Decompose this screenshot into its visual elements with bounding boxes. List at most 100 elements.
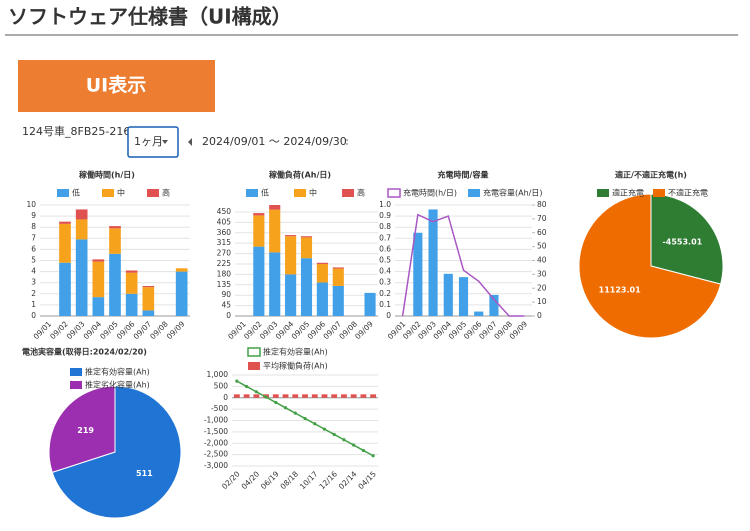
bar [292, 394, 299, 398]
legend-label: 中 [309, 188, 317, 198]
y2-tick-label: 30 [537, 269, 547, 278]
legend-label: 低 [261, 188, 269, 198]
date-range: 2024/09/01 ～ 2024/09/30 [202, 135, 347, 148]
y-tick-label: -1,000 [204, 416, 228, 425]
bar [331, 394, 338, 398]
y2-tick-label: 50 [537, 242, 547, 251]
bar [350, 394, 357, 398]
more-menu[interactable] [346, 139, 348, 145]
y-tick-label: 7 [31, 233, 36, 242]
bar [413, 232, 423, 316]
bar [269, 252, 281, 316]
y-tick-label: 0 [223, 393, 228, 402]
legend-label: 平均稼働負荷(Ah) [263, 361, 328, 371]
y-tick-label: 450 [217, 207, 232, 216]
legend-label: 低 [72, 188, 80, 198]
legend-label: 高 [357, 188, 365, 198]
legend-label: 充電時間(h/日) [403, 188, 457, 198]
line-marker [254, 390, 258, 394]
prev-arrow[interactable] [188, 138, 192, 146]
pie-slice [51, 385, 182, 519]
legend-swatch [468, 189, 480, 197]
page-title: ソフトウェア仕様書（UI構成） [8, 5, 292, 29]
x-tick-label: 09/09 [508, 319, 530, 341]
chart-title: 電池実容量(取得日:2024/02/20) [22, 347, 147, 357]
y-tick-label: 3 [31, 278, 36, 287]
bar [75, 219, 88, 240]
bar [175, 271, 188, 316]
legend-label: 充電容量(Ah/日) [483, 188, 542, 198]
legend-swatch [342, 189, 354, 197]
bar [474, 311, 484, 316]
bar [285, 236, 297, 275]
slice-label: 511 [136, 469, 153, 478]
line-marker [361, 448, 365, 453]
bar [125, 293, 138, 316]
line-marker [235, 379, 239, 383]
slice-label: -4553.01 [662, 237, 702, 246]
dropdown-caret[interactable] [162, 140, 168, 144]
line-marker [293, 411, 297, 415]
bar [360, 394, 367, 398]
bar [253, 215, 265, 247]
bar [109, 228, 121, 254]
legend-swatch [246, 189, 258, 197]
x-tick-label: 10/17 [298, 469, 320, 491]
x-tick-label: 09/09 [165, 319, 187, 341]
y-tick-label: 8 [31, 222, 36, 231]
y-tick-label: 0.4 [379, 267, 391, 276]
legend-swatch [387, 188, 401, 198]
y-tick-label: 0.3 [379, 278, 391, 287]
period-dropdown[interactable] [127, 126, 179, 158]
pie-slice [578, 193, 722, 339]
bar [125, 272, 138, 294]
y-tick-label: 0 [31, 311, 36, 320]
legend-swatch [102, 189, 114, 197]
y-tick-label: 5 [31, 256, 36, 265]
y-tick-label: 10 [26, 200, 36, 209]
bar [125, 270, 138, 273]
y-tick-label: 225 [217, 259, 232, 268]
bar [59, 223, 71, 263]
y-tick-label: 9 [31, 211, 36, 220]
bar [300, 258, 313, 316]
x-tick-label: 12/16 [317, 469, 339, 491]
bar [316, 263, 328, 283]
bar [458, 277, 469, 316]
y-tick-label: -2,500 [204, 450, 228, 459]
line-marker [313, 422, 317, 426]
chart-title: 稼働時間(h/日) [79, 170, 135, 180]
bar [364, 292, 376, 316]
chart-title: 稼働負荷(Ah/日) [269, 170, 331, 180]
legend-swatch [57, 189, 69, 197]
y-tick-label: 6 [31, 244, 36, 253]
legend-swatch [653, 189, 665, 197]
y2-tick-label: 20 [537, 283, 547, 292]
y-tick-label: -1,500 [204, 427, 228, 436]
line-marker [245, 384, 249, 389]
legend-label: 中 [117, 188, 125, 198]
section-label: UI表示 [86, 74, 147, 97]
bar [341, 394, 347, 398]
period-value[interactable]: 1ヶ月 [134, 135, 163, 148]
bar [142, 286, 155, 288]
line-marker [332, 432, 336, 437]
y-tick-label: 4 [31, 267, 36, 276]
bar [332, 268, 344, 286]
x-tick-label: 04/15 [356, 469, 378, 491]
bar [59, 262, 71, 316]
y-tick-label: 315 [217, 238, 232, 247]
y2-tick-label: 0 [537, 311, 542, 320]
y-tick-label: 0.5 [379, 256, 391, 265]
y-tick-label: 0.7 [379, 233, 391, 242]
legend-label: 推定有効容量(Ah) [263, 347, 328, 357]
y-tick-label: 0 [226, 311, 231, 320]
bar [311, 394, 318, 398]
bar [285, 235, 297, 237]
legend-swatch [248, 362, 260, 370]
y-tick-label: -2,000 [204, 438, 228, 447]
bar [243, 394, 250, 398]
bar [332, 285, 344, 316]
x-tick-label: 09/09 [353, 319, 375, 341]
y-tick-label: 135 [217, 280, 232, 289]
